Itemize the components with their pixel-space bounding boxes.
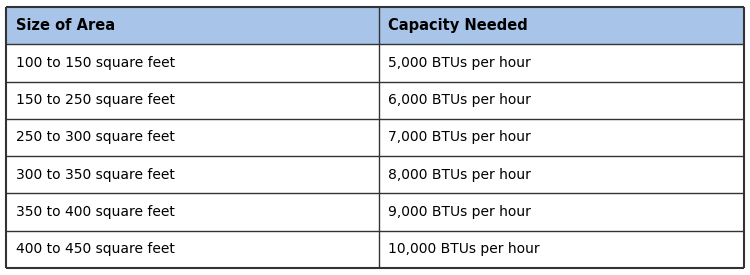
Text: Size of Area: Size of Area <box>16 18 115 33</box>
Text: 100 to 150 square feet: 100 to 150 square feet <box>16 56 175 70</box>
Bar <box>6 44 744 81</box>
Text: 350 to 400 square feet: 350 to 400 square feet <box>16 205 175 219</box>
Text: 5,000 BTUs per hour: 5,000 BTUs per hour <box>388 56 531 70</box>
Text: 8,000 BTUs per hour: 8,000 BTUs per hour <box>388 168 531 182</box>
Bar <box>6 194 744 231</box>
Text: 10,000 BTUs per hour: 10,000 BTUs per hour <box>388 243 540 257</box>
Text: 300 to 350 square feet: 300 to 350 square feet <box>16 168 175 182</box>
Bar <box>6 7 744 44</box>
Bar <box>6 119 744 156</box>
Bar <box>6 81 744 119</box>
Text: 6,000 BTUs per hour: 6,000 BTUs per hour <box>388 93 531 107</box>
Bar <box>6 231 744 268</box>
Text: 250 to 300 square feet: 250 to 300 square feet <box>16 131 175 144</box>
Bar <box>6 156 744 194</box>
Text: 400 to 450 square feet: 400 to 450 square feet <box>16 243 175 257</box>
Text: 150 to 250 square feet: 150 to 250 square feet <box>16 93 175 107</box>
Text: 9,000 BTUs per hour: 9,000 BTUs per hour <box>388 205 531 219</box>
Text: 7,000 BTUs per hour: 7,000 BTUs per hour <box>388 131 531 144</box>
Text: Capacity Needed: Capacity Needed <box>388 18 528 33</box>
